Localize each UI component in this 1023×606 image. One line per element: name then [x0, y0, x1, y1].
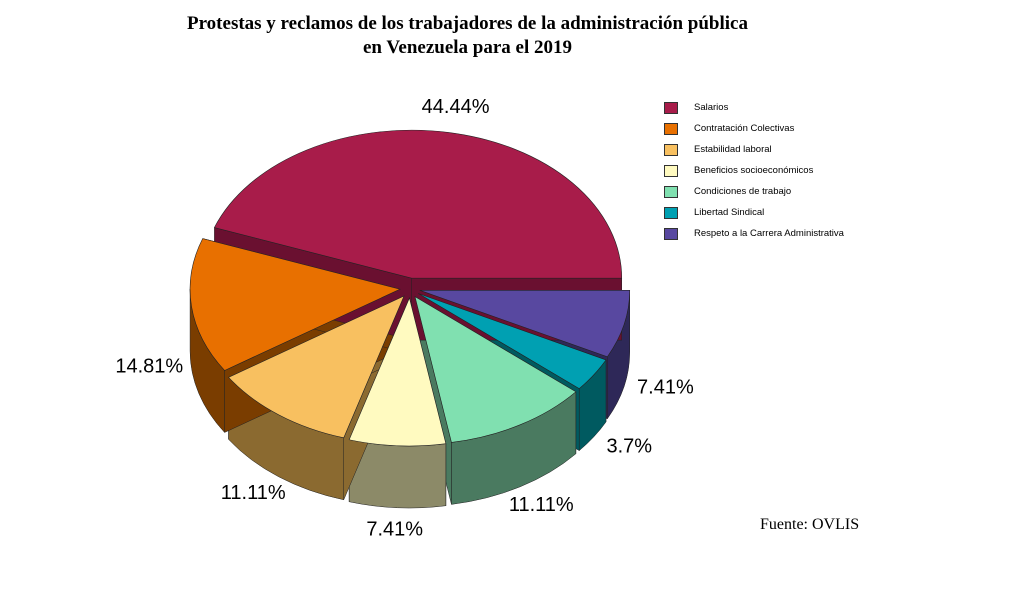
legend-swatch	[664, 122, 678, 135]
data-label: 3.7%	[607, 435, 653, 457]
data-label: 7.41%	[637, 376, 694, 398]
legend-swatch	[664, 206, 678, 219]
legend-item: Beneficios socioeconómicos	[664, 160, 844, 181]
legend-item: Libertad Sindical	[664, 202, 844, 223]
slice-2	[228, 295, 405, 439]
legend-swatch	[664, 101, 678, 114]
legend-item: Estabilidad laboral	[664, 139, 844, 160]
source-note: Fuente: OVLIS	[760, 516, 860, 533]
slice-0	[213, 129, 623, 279]
legend-label: Salarios	[694, 102, 729, 113]
legend-swatch	[664, 164, 678, 177]
slice-4	[414, 296, 577, 443]
legend-item: Respeto a la Carrera Administrativa	[664, 223, 844, 244]
legend-swatch	[664, 227, 678, 240]
slice-5	[418, 293, 607, 389]
legend: Salarios Contratación Colectivas Estabilid…	[664, 97, 844, 244]
legend-label: Estabilidad laboral	[694, 144, 772, 155]
data-label: 7.41%	[366, 518, 423, 540]
legend-label: Beneficios socioeconómicos	[694, 165, 814, 176]
legend-label: Respeto a la Carrera Administrativa	[694, 228, 844, 239]
data-label: 11.11%	[221, 482, 286, 504]
title-line-1: Protestas y reclamos de los trabajadores…	[186, 13, 748, 34]
legend-item: Condiciones de trabajo	[664, 181, 844, 202]
title-line-2: en Venezuela para el 2019	[363, 37, 572, 58]
slice-3	[348, 297, 447, 447]
data-label: 14.81%	[115, 355, 183, 377]
legend-item: Salarios	[664, 97, 844, 118]
slice-1	[189, 238, 401, 371]
legend-label: Contratación Colectivas	[694, 123, 795, 134]
legend-label: Libertad Sindical	[694, 207, 765, 218]
legend-swatch	[664, 143, 678, 156]
data-label: 11.11%	[509, 494, 574, 516]
data-label: 44.44%	[422, 96, 490, 118]
slice-6	[419, 290, 631, 358]
chart-title: Protestas y reclamos de los trabajadores…	[0, 12, 935, 60]
legend-swatch	[664, 185, 678, 198]
legend-label: Condiciones de trabajo	[694, 186, 792, 197]
legend-item: Contratación Colectivas	[664, 118, 844, 139]
